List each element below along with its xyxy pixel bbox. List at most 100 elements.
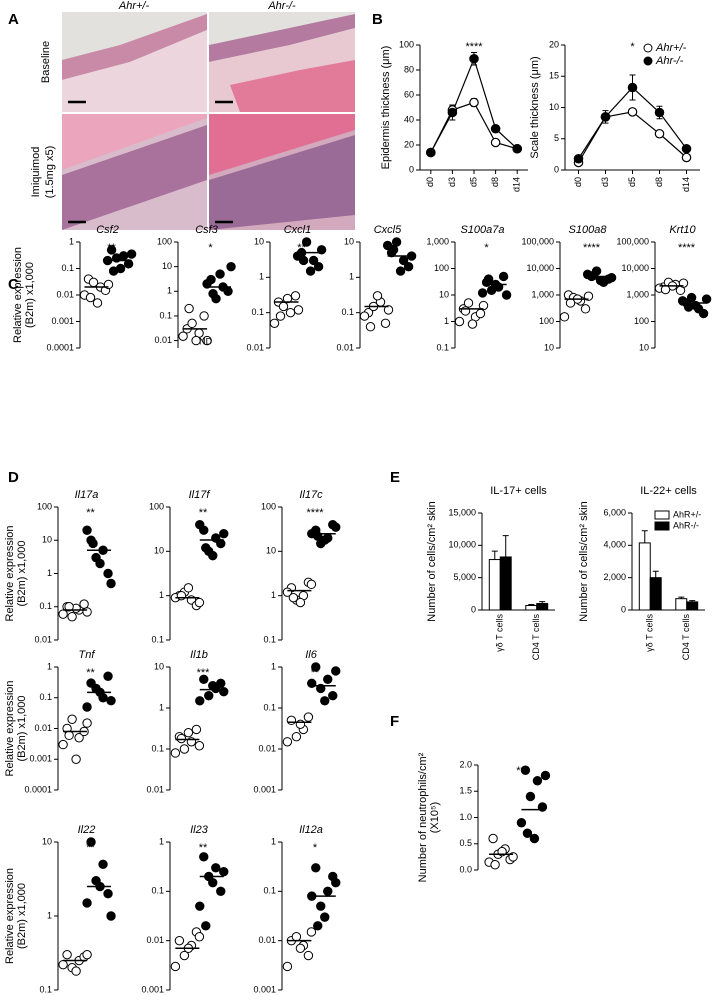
y-tick-label: 6,000	[603, 507, 626, 517]
y-tick-label: 10	[42, 836, 52, 846]
chart-title: IL-17+ cells	[490, 485, 547, 497]
dot	[219, 528, 229, 539]
marker	[425, 147, 436, 158]
marker	[490, 123, 501, 134]
dot	[454, 316, 465, 327]
y-tick-label: 10,000	[448, 540, 476, 550]
dot	[313, 921, 323, 931]
dot	[316, 901, 326, 911]
dot	[463, 298, 474, 308]
y-tick-label: 0.1	[263, 634, 276, 644]
series-line	[577, 111, 687, 163]
y-tick-label: 0.1	[263, 702, 276, 712]
y-tick-label: 2,000	[603, 572, 626, 582]
y-tick-label: 1	[69, 236, 74, 246]
y-tick-label: 0	[409, 164, 414, 174]
dot	[82, 949, 92, 960]
significance: ****	[583, 242, 601, 254]
dot	[288, 592, 299, 603]
dot	[580, 304, 591, 314]
row-label: (1.5mg x5)	[44, 146, 56, 199]
chart-title: S100a7a	[460, 224, 504, 236]
y-tick-label: 40	[404, 114, 414, 124]
marker	[681, 143, 692, 154]
dot	[184, 303, 194, 314]
y-tick-label: 100,000	[521, 236, 554, 246]
chart-title: Tnf	[79, 649, 96, 661]
y-axis-label: (X10⁵)	[429, 802, 441, 833]
dot	[388, 245, 399, 255]
y-tick-label: 100	[399, 39, 414, 49]
histology-images	[62, 12, 355, 230]
marker	[654, 107, 665, 118]
y-tick-label: 0.1	[39, 692, 52, 702]
marker	[600, 112, 611, 122]
row-label: Imiquimod	[30, 147, 42, 198]
y-axis-label: (B2m) x1,000	[16, 540, 28, 606]
dot	[194, 932, 205, 942]
dot	[64, 602, 74, 612]
dot	[88, 277, 99, 288]
dot	[460, 306, 471, 316]
dot	[467, 319, 478, 329]
y-tick-label: 100	[634, 316, 649, 326]
marker	[469, 97, 479, 108]
marker	[447, 107, 458, 118]
dot	[176, 590, 187, 601]
chart-title: Cxcl1	[284, 224, 312, 236]
x-tick-label: d0	[573, 177, 583, 187]
x-tick-label: d8	[654, 177, 664, 187]
error-bar	[491, 550, 498, 560]
y-tick-label: 100	[149, 501, 164, 511]
dot	[208, 877, 218, 888]
y-tick-label: 0.1	[159, 310, 172, 320]
dot	[219, 867, 229, 877]
y-tick-label: 20	[404, 139, 414, 149]
significance: *	[208, 242, 213, 254]
dot	[71, 966, 81, 976]
dot	[286, 715, 297, 726]
y-axis-label: Number of cells/cm² skin	[578, 501, 590, 621]
dot	[320, 912, 330, 922]
y-tick-label: 15	[549, 71, 559, 81]
significance: *	[484, 242, 489, 254]
dot	[86, 837, 96, 847]
error-bar	[528, 604, 535, 606]
dot	[488, 833, 498, 844]
y-tick-label: 5	[554, 133, 559, 143]
dot	[282, 737, 293, 747]
dot	[275, 311, 286, 321]
dot	[477, 288, 488, 298]
dot	[195, 519, 205, 530]
significance: **	[199, 507, 208, 519]
marker	[490, 137, 501, 148]
y-tick-label: 0.1	[151, 634, 164, 644]
y-axis-label: (B2m) x1,000	[24, 262, 36, 328]
panel-label: C	[8, 276, 19, 293]
dot	[290, 291, 301, 301]
scale	[62, 114, 207, 170]
y-tick-label: 0.0001	[24, 784, 52, 794]
dot	[278, 301, 289, 312]
x-tick-label: CD4 T cells	[531, 614, 541, 661]
y-tick-label: 100	[157, 236, 172, 246]
y-axis-label: Relative expression	[4, 868, 16, 964]
dot	[103, 889, 113, 899]
x-tick-label: d14	[512, 177, 522, 192]
dot	[170, 961, 181, 972]
bar	[525, 604, 538, 611]
dot	[216, 678, 226, 689]
dot	[365, 322, 376, 332]
dermis	[62, 30, 207, 112]
y-tick-label: 0.01	[336, 342, 354, 352]
y-tick-label: 0.0	[459, 864, 472, 874]
dot	[359, 311, 370, 321]
dot	[285, 307, 296, 318]
epidermis	[209, 14, 355, 62]
y-tick-label: 100	[261, 501, 276, 511]
dot	[176, 733, 187, 744]
y-tick-label: 1.0	[459, 812, 472, 822]
dot	[202, 279, 212, 289]
y-axis-label: Relative expression	[12, 247, 24, 343]
epidermis	[62, 125, 207, 230]
